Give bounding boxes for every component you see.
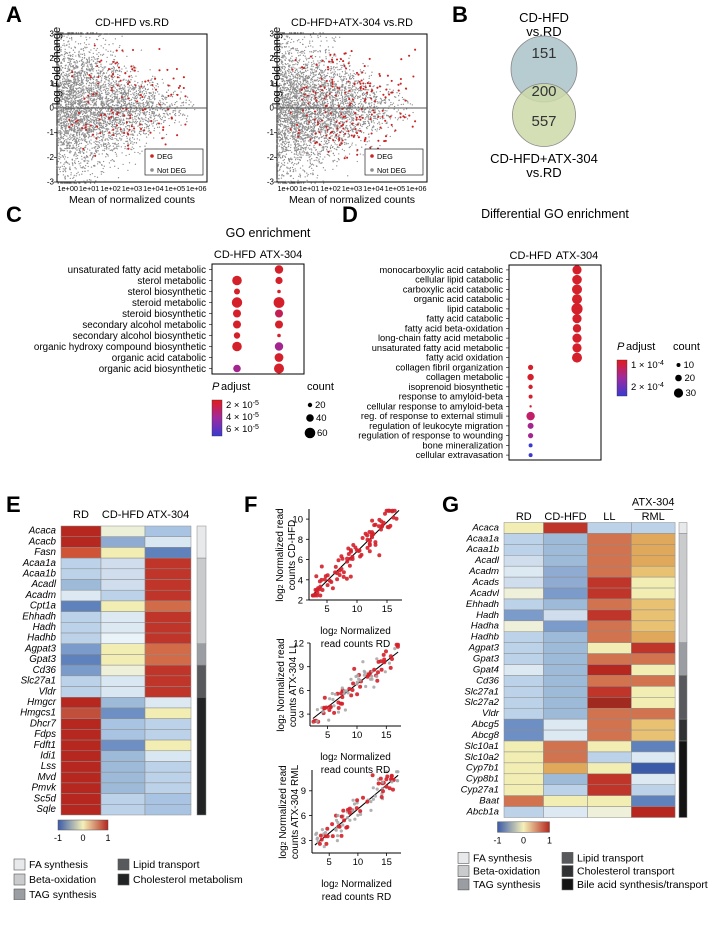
svg-text:CD-HFD+ATX-304 vs.RD: CD-HFD+ATX-304 vs.RD [291,17,413,29]
svg-text:1e+06: 1e+06 [186,184,207,193]
svg-text:1e+02: 1e+02 [100,184,121,193]
svg-text:-1: -1 [47,128,55,137]
svg-text:Not DEG: Not DEG [157,166,187,175]
svg-text:1e+04: 1e+04 [143,184,164,193]
svg-text:-2: -2 [47,153,55,162]
svg-text:1e+00: 1e+00 [57,184,77,193]
svg-text:DEG: DEG [157,152,173,161]
svg-text:CD-HFD vs.RD: CD-HFD vs.RD [95,17,169,29]
svg-text:-3: -3 [47,178,55,187]
svg-text:1e+03: 1e+03 [122,184,143,193]
svg-text:1e+01: 1e+01 [79,184,100,193]
svg-text:1e+05: 1e+05 [165,184,186,193]
